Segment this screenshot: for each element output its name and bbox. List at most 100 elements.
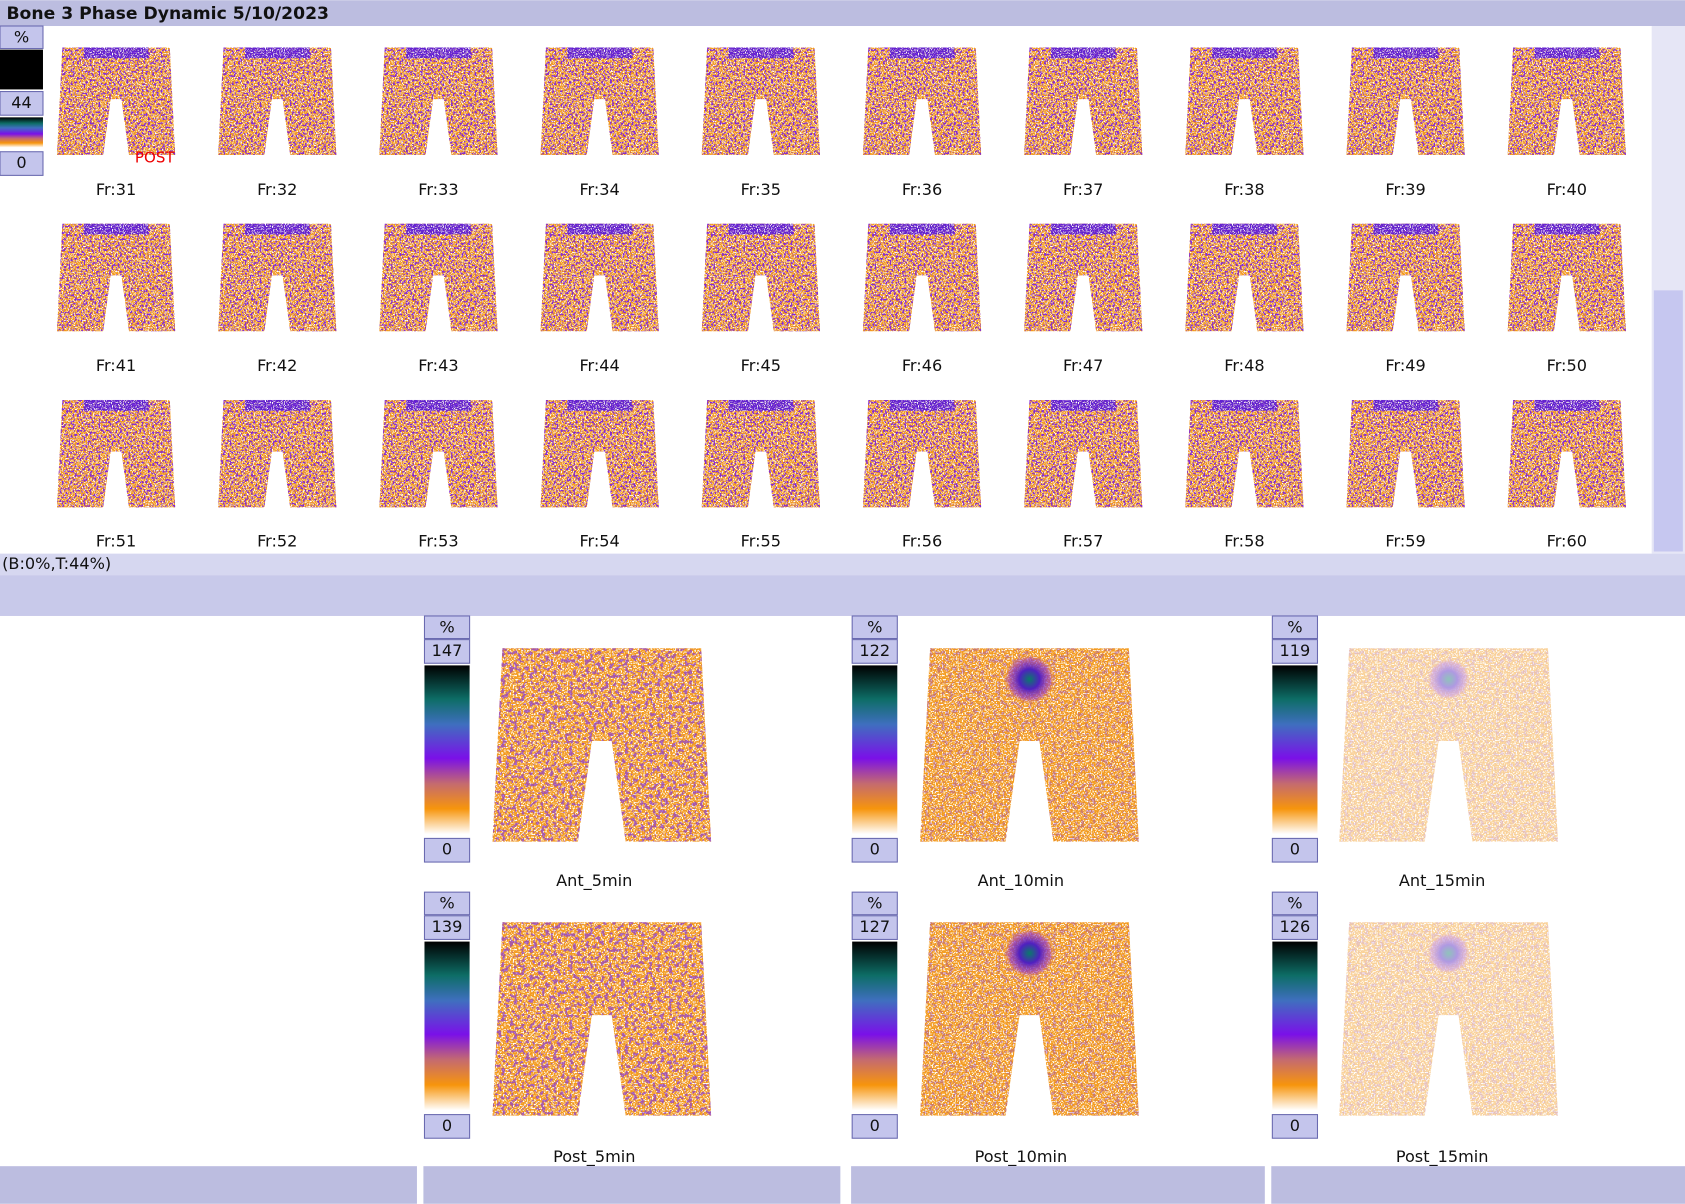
scale-unit-box xyxy=(851,891,898,916)
uptake-hotspot xyxy=(1426,657,1471,701)
image-layer xyxy=(701,399,820,508)
frame-hotspot xyxy=(245,399,310,411)
scale-max: 127 xyxy=(859,917,890,936)
scale-max: 126 xyxy=(1280,917,1311,936)
frame-label: Fr:34 xyxy=(579,180,619,199)
scale-unit: % xyxy=(867,617,882,636)
frame-label: Fr:49 xyxy=(1385,356,1425,375)
frame-hotspot xyxy=(406,47,471,59)
frame-image xyxy=(1185,399,1304,508)
scale-max-box xyxy=(851,639,898,664)
bottom-tab[interactable] xyxy=(423,1166,841,1204)
scale-max-box xyxy=(0,91,44,116)
frame-hotspot xyxy=(728,47,794,59)
static-image xyxy=(920,922,1139,1116)
image-layer xyxy=(701,223,820,332)
frame-label: Fr:52 xyxy=(257,531,297,550)
scale-max-box xyxy=(423,639,471,664)
image-label: Ant_5min xyxy=(556,871,632,891)
image-layer xyxy=(1507,399,1626,508)
frame-image xyxy=(540,47,659,155)
scale-max: 147 xyxy=(432,641,463,660)
scale-top xyxy=(0,49,43,90)
frame-image xyxy=(379,399,498,508)
image-label: Post_10min xyxy=(975,1147,1068,1167)
scale-max-box xyxy=(423,915,471,940)
frame-label: Fr:33 xyxy=(418,180,458,199)
frame-label: Fr:56 xyxy=(902,531,942,550)
uptake-hotspot xyxy=(1003,654,1056,705)
frame-label: Fr:54 xyxy=(579,531,619,550)
scale-max: 44 xyxy=(11,93,31,112)
frame-label: Fr:53 xyxy=(418,531,458,550)
frame-image xyxy=(56,223,176,332)
image-layer xyxy=(540,47,659,155)
frame-hotspot xyxy=(245,223,310,235)
frame-image xyxy=(862,399,982,508)
scale-min-box xyxy=(423,837,471,863)
scale-max-box xyxy=(851,915,898,940)
image-layer xyxy=(1185,399,1304,508)
scale-min: 0 xyxy=(442,1116,452,1135)
scale-min-box xyxy=(1271,1114,1319,1139)
frame-image xyxy=(56,399,176,508)
bottom-tab[interactable] xyxy=(0,1166,417,1204)
bottom-tab[interactable] xyxy=(851,1166,1265,1204)
frame-hotspot xyxy=(567,223,632,235)
window-title: Bone 3 Phase Dynamic 5/10/2023 xyxy=(6,4,329,24)
bottom-tab[interactable] xyxy=(1271,1166,1685,1204)
frame-image xyxy=(1024,223,1143,332)
divider-band xyxy=(0,575,1685,616)
scale-max: 119 xyxy=(1280,641,1311,660)
uptake-hotspot xyxy=(1426,931,1471,975)
frame-image xyxy=(1024,47,1143,155)
frame-label: Fr:60 xyxy=(1547,531,1587,550)
static-image xyxy=(1339,648,1558,842)
image-layer xyxy=(1024,47,1143,155)
color-bar xyxy=(852,941,898,1111)
frame-hotspot xyxy=(728,399,794,411)
scale-min-box xyxy=(851,837,898,863)
frame-image xyxy=(862,47,982,155)
image-layer xyxy=(1024,223,1143,332)
image-layer xyxy=(1346,399,1465,508)
frame-hotspot xyxy=(83,47,149,59)
scale-unit: % xyxy=(439,617,454,636)
frame-label: Fr:57 xyxy=(1063,531,1103,550)
frame-hotspot xyxy=(1212,223,1277,235)
frame-label: Fr:51 xyxy=(96,531,136,550)
scale-max: 139 xyxy=(432,917,463,936)
frame-image xyxy=(379,223,498,332)
frame-hotspot xyxy=(245,47,310,59)
frame-label: Fr:40 xyxy=(1547,180,1587,199)
frame-hotspot xyxy=(889,223,955,235)
frame-image xyxy=(1507,399,1626,508)
frame-label: Fr:44 xyxy=(579,356,619,375)
frame-hotspot xyxy=(83,399,149,411)
scroll-thumb[interactable] xyxy=(1653,290,1683,552)
image-label: Post_15min xyxy=(1396,1147,1489,1167)
image-layer xyxy=(56,223,176,332)
frame-label: Fr:32 xyxy=(257,180,297,199)
frame-hotspot xyxy=(1373,399,1438,411)
frame-hotspot xyxy=(1050,399,1116,411)
image-layer xyxy=(218,223,337,332)
frame-label: Fr:55 xyxy=(741,531,781,550)
frame-hotspot xyxy=(1534,47,1600,59)
uptake-hotspot xyxy=(1003,928,1056,979)
frame-image xyxy=(701,223,820,332)
scale-unit-box xyxy=(851,615,898,640)
frame-image xyxy=(540,223,659,332)
frame-label: Fr:42 xyxy=(257,356,297,375)
color-bar xyxy=(852,665,898,835)
frame-label: Fr:35 xyxy=(741,180,781,199)
frame-image xyxy=(1507,223,1626,332)
image-layer xyxy=(379,399,498,508)
image-layer xyxy=(540,223,659,332)
image-layer xyxy=(1507,223,1626,332)
image-layer xyxy=(862,399,982,508)
image-layer xyxy=(701,47,820,155)
image-layer xyxy=(1185,47,1304,155)
scale-min-box xyxy=(1271,837,1319,863)
